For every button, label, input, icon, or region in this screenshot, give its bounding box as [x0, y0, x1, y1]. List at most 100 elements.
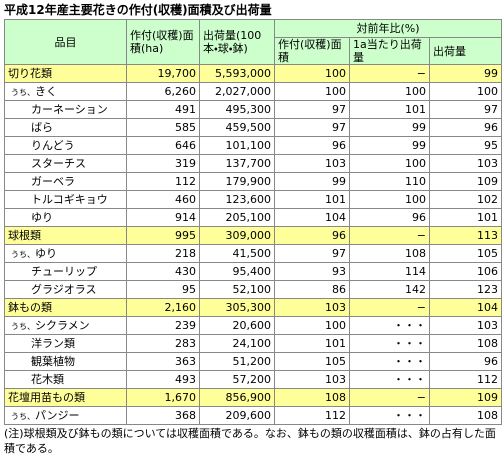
value-cell: 96	[274, 226, 350, 245]
value-cell: 57,200	[199, 370, 275, 389]
value-cell: 96	[274, 136, 350, 155]
label: 切り花類	[8, 67, 52, 80]
value-cell: 41,500	[199, 244, 275, 263]
item-cell: 花壇用苗もの類	[4, 388, 127, 407]
value-cell: 100	[349, 190, 430, 209]
label: パンジー	[35, 408, 80, 422]
category-row: 球根類 995 309,000 96−113	[4, 226, 503, 245]
item-cell: トルコギキョウ	[4, 190, 127, 209]
header-cell: 品目	[4, 19, 127, 65]
value-cell: 20,600	[199, 316, 275, 335]
value-cell: −	[349, 64, 430, 83]
value-cell: 108	[428, 406, 503, 425]
value-cell: 109	[428, 172, 503, 191]
header-row: 作付(収穫)面積 1a当たり出荷量 出荷量	[5, 37, 503, 65]
value-cell: 19,700	[126, 64, 200, 83]
value-cell: ・・・	[349, 370, 430, 389]
value-cell: 108	[428, 334, 503, 353]
item-cell: 花木類	[4, 370, 127, 389]
value-cell: 24,100	[199, 334, 275, 353]
value-cell: 100	[274, 64, 350, 83]
label: ゆり	[35, 246, 57, 260]
value-cell: 100	[274, 82, 350, 101]
value-cell: 646	[126, 136, 200, 155]
value-cell: 459,500	[199, 118, 275, 137]
value-cell: 97	[274, 244, 350, 263]
item-row: チューリップ 430 95,400 93 114 106	[4, 262, 503, 281]
value-cell: 103	[274, 298, 350, 317]
label: 花木類	[31, 373, 64, 386]
value-cell: 100	[428, 82, 503, 101]
value-cell: 95,400	[199, 262, 275, 281]
item-row: トルコギキョウ 460 123,600 101 100 102	[4, 190, 503, 209]
header-cell: 作付(収穫)面積	[274, 37, 350, 65]
item-cell: ばら	[4, 118, 127, 137]
value-cell: 368	[126, 406, 200, 425]
value-cell: 914	[126, 208, 200, 227]
header-cell: 出荷量	[428, 37, 503, 65]
value-cell: 106	[428, 262, 503, 281]
item-row: 観葉植物 363 51,200 105 ・・・ 96	[4, 352, 503, 371]
prefix: うち、	[11, 249, 35, 259]
item-row: カーネーション 491 495,300 97 101 97	[4, 100, 503, 119]
value-cell: ・・・	[349, 316, 430, 335]
prefix: うち、	[11, 411, 35, 421]
value-cell: 96	[428, 352, 503, 371]
value-cell: 283	[126, 334, 200, 353]
value-cell: 209,600	[199, 406, 275, 425]
value-cell: 100	[349, 154, 430, 173]
table: 品目 作付(収穫)面積(ha) 出荷量(100本・球・鉢) 対前年比(%) 作付…	[4, 19, 503, 425]
item-cell: ゆり	[4, 208, 127, 227]
item-row: スターチス 319 137,700 103 100 103	[4, 154, 503, 173]
value-cell: 103	[428, 316, 503, 335]
value-cell: 239	[126, 316, 200, 335]
value-cell: ・・・	[349, 352, 430, 371]
label: 花壇用苗もの類	[8, 391, 85, 404]
value-cell: 103	[428, 154, 503, 173]
value-cell: 101	[274, 334, 350, 353]
value-cell: 363	[126, 352, 200, 371]
value-cell: 97	[428, 100, 503, 119]
value-cell: −	[349, 298, 430, 317]
value-cell: 95	[126, 280, 200, 299]
value-cell: 52,100	[199, 280, 275, 299]
value-cell: 96	[349, 208, 430, 227]
value-cell: 123,600	[199, 190, 275, 209]
value-cell: 100	[274, 316, 350, 335]
value-cell: 95	[428, 136, 503, 155]
value-cell: 6,260	[126, 82, 200, 101]
item-row: うち、きく 6,260 2,027,000 100 100 100	[4, 82, 503, 101]
value-cell: 5,593,000	[199, 64, 275, 83]
value-cell: 112	[126, 172, 200, 191]
value-cell: 99	[349, 136, 430, 155]
value-cell: 430	[126, 262, 200, 281]
value-cell: 319	[126, 154, 200, 173]
label: ガーベラ	[31, 175, 75, 188]
header-cell: 1a当たり出荷量	[349, 37, 430, 65]
item-row: 花木類 493 57,200 103 ・・・ 112	[4, 370, 503, 389]
value-cell: 102	[428, 190, 503, 209]
value-cell: 99	[349, 118, 430, 137]
value-cell: 856,900	[199, 388, 275, 407]
label: カーネーション	[31, 103, 108, 116]
item-row: うち、ゆり 218 41,500 97 108 105	[4, 244, 503, 263]
item-row: うち、シクラメン 239 20,600 100 ・・・ 103	[4, 316, 503, 335]
item-row: ガーベラ 112 179,900 99 110 109	[4, 172, 503, 191]
item-cell: チューリップ	[4, 262, 127, 281]
header-cell: 出荷量(100本・球・鉢)	[199, 19, 275, 65]
item-cell: 洋ラン類	[4, 334, 127, 353]
item-cell: 観葉植物	[4, 352, 127, 371]
value-cell: 495,300	[199, 100, 275, 119]
value-cell: 179,900	[199, 172, 275, 191]
value-cell: 137,700	[199, 154, 275, 173]
label: トルコギキョウ	[31, 193, 108, 206]
value-cell: 101	[349, 100, 430, 119]
value-cell: 112	[274, 406, 350, 425]
value-cell: ・・・	[349, 406, 430, 425]
item-cell: グラジオラス	[4, 280, 127, 299]
prefix: うち、	[11, 321, 35, 331]
category-row: 花壇用苗もの類 1,670 856,900 108−109	[4, 388, 503, 407]
value-cell: ・・・	[349, 334, 430, 353]
item-row: うち、パンジー 368 209,600 112 ・・・ 108	[4, 406, 503, 425]
value-cell: 491	[126, 100, 200, 119]
